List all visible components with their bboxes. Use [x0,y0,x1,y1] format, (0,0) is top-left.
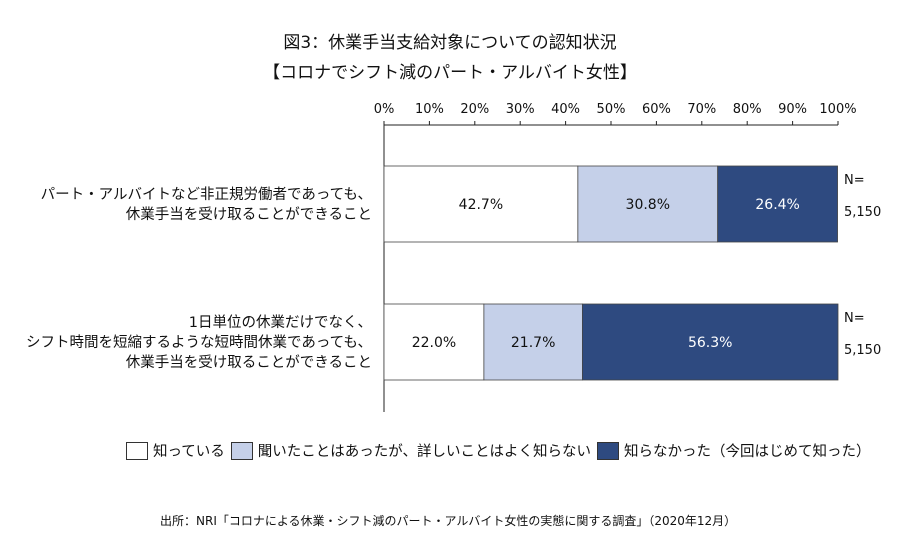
bar-segment [581,303,839,381]
chart-title: 図3：休業手当支給対象についての認知状況 [283,33,617,53]
legend-item-unknown: 知らなかった（今回はじめて知った） [597,440,871,461]
bar-segment [717,165,838,243]
n-value: 5,150 [844,205,881,220]
x-tick-label: 10% [415,102,444,117]
legend: 知っている 聞いたことはあったが、詳しいことはよく知らない 知らなかった（今回は… [126,440,877,461]
legend-item-known: 知っている [126,440,225,461]
data-label: 42.7% [459,197,503,213]
x-tick-label: 80% [733,102,762,117]
legend-swatch-unknown [597,441,619,460]
legend-item-heard: 聞いたことはあったが、詳しいことはよく知らない [230,440,591,461]
legend-swatch-known [126,441,148,460]
category-label: 1日単位の休業だけでなく、 [189,314,372,331]
n-label: N= [844,173,865,188]
data-label: 22.0% [412,335,456,351]
legend-swatch-heard [230,441,253,460]
data-label: 56.3% [688,335,732,351]
bar-segment [383,165,579,243]
data-label: 30.8% [626,197,670,213]
category-label: パート・アルバイトなど非正規労働者であっても、 [41,186,372,203]
bar-segment [483,303,583,381]
x-tick-label: 50% [597,102,626,117]
data-label: 21.7% [511,335,555,351]
category-label: 休業手当を受け取ることができること [126,206,372,223]
x-tick-label: 20% [460,102,489,117]
data-label: 26.4% [755,197,799,213]
n-value: 5,150 [844,343,881,358]
bar-segment [577,165,719,243]
legend-label-known: 知っている [153,444,225,460]
x-tick-label: 30% [506,102,535,117]
n-label: N= [844,311,865,326]
legend-label-heard: 聞いたことはあったが、詳しいことはよく知らない [257,444,591,460]
x-tick-label: 100% [819,102,856,117]
x-tick-label: 70% [687,102,716,117]
source-note: 出所：NRI「コロナによる休業・シフト減のパート・アルバイト女性の実態に関する調… [160,514,737,528]
x-tick-label: 90% [778,102,807,117]
category-label: 休業手当を受け取ることができること [126,354,372,371]
chart-subtitle: 【コロナでシフト減のパート・アルバイト女性】 [263,63,637,83]
x-tick-label: 0% [374,102,395,117]
x-tick-label: 60% [642,102,671,117]
bar-segment [383,303,485,381]
legend-label-unknown: 知らなかった（今回はじめて知った） [624,444,871,460]
x-tick-label: 40% [551,102,580,117]
category-label: シフト時間を短縮するような短時間休業であっても、 [26,334,372,351]
